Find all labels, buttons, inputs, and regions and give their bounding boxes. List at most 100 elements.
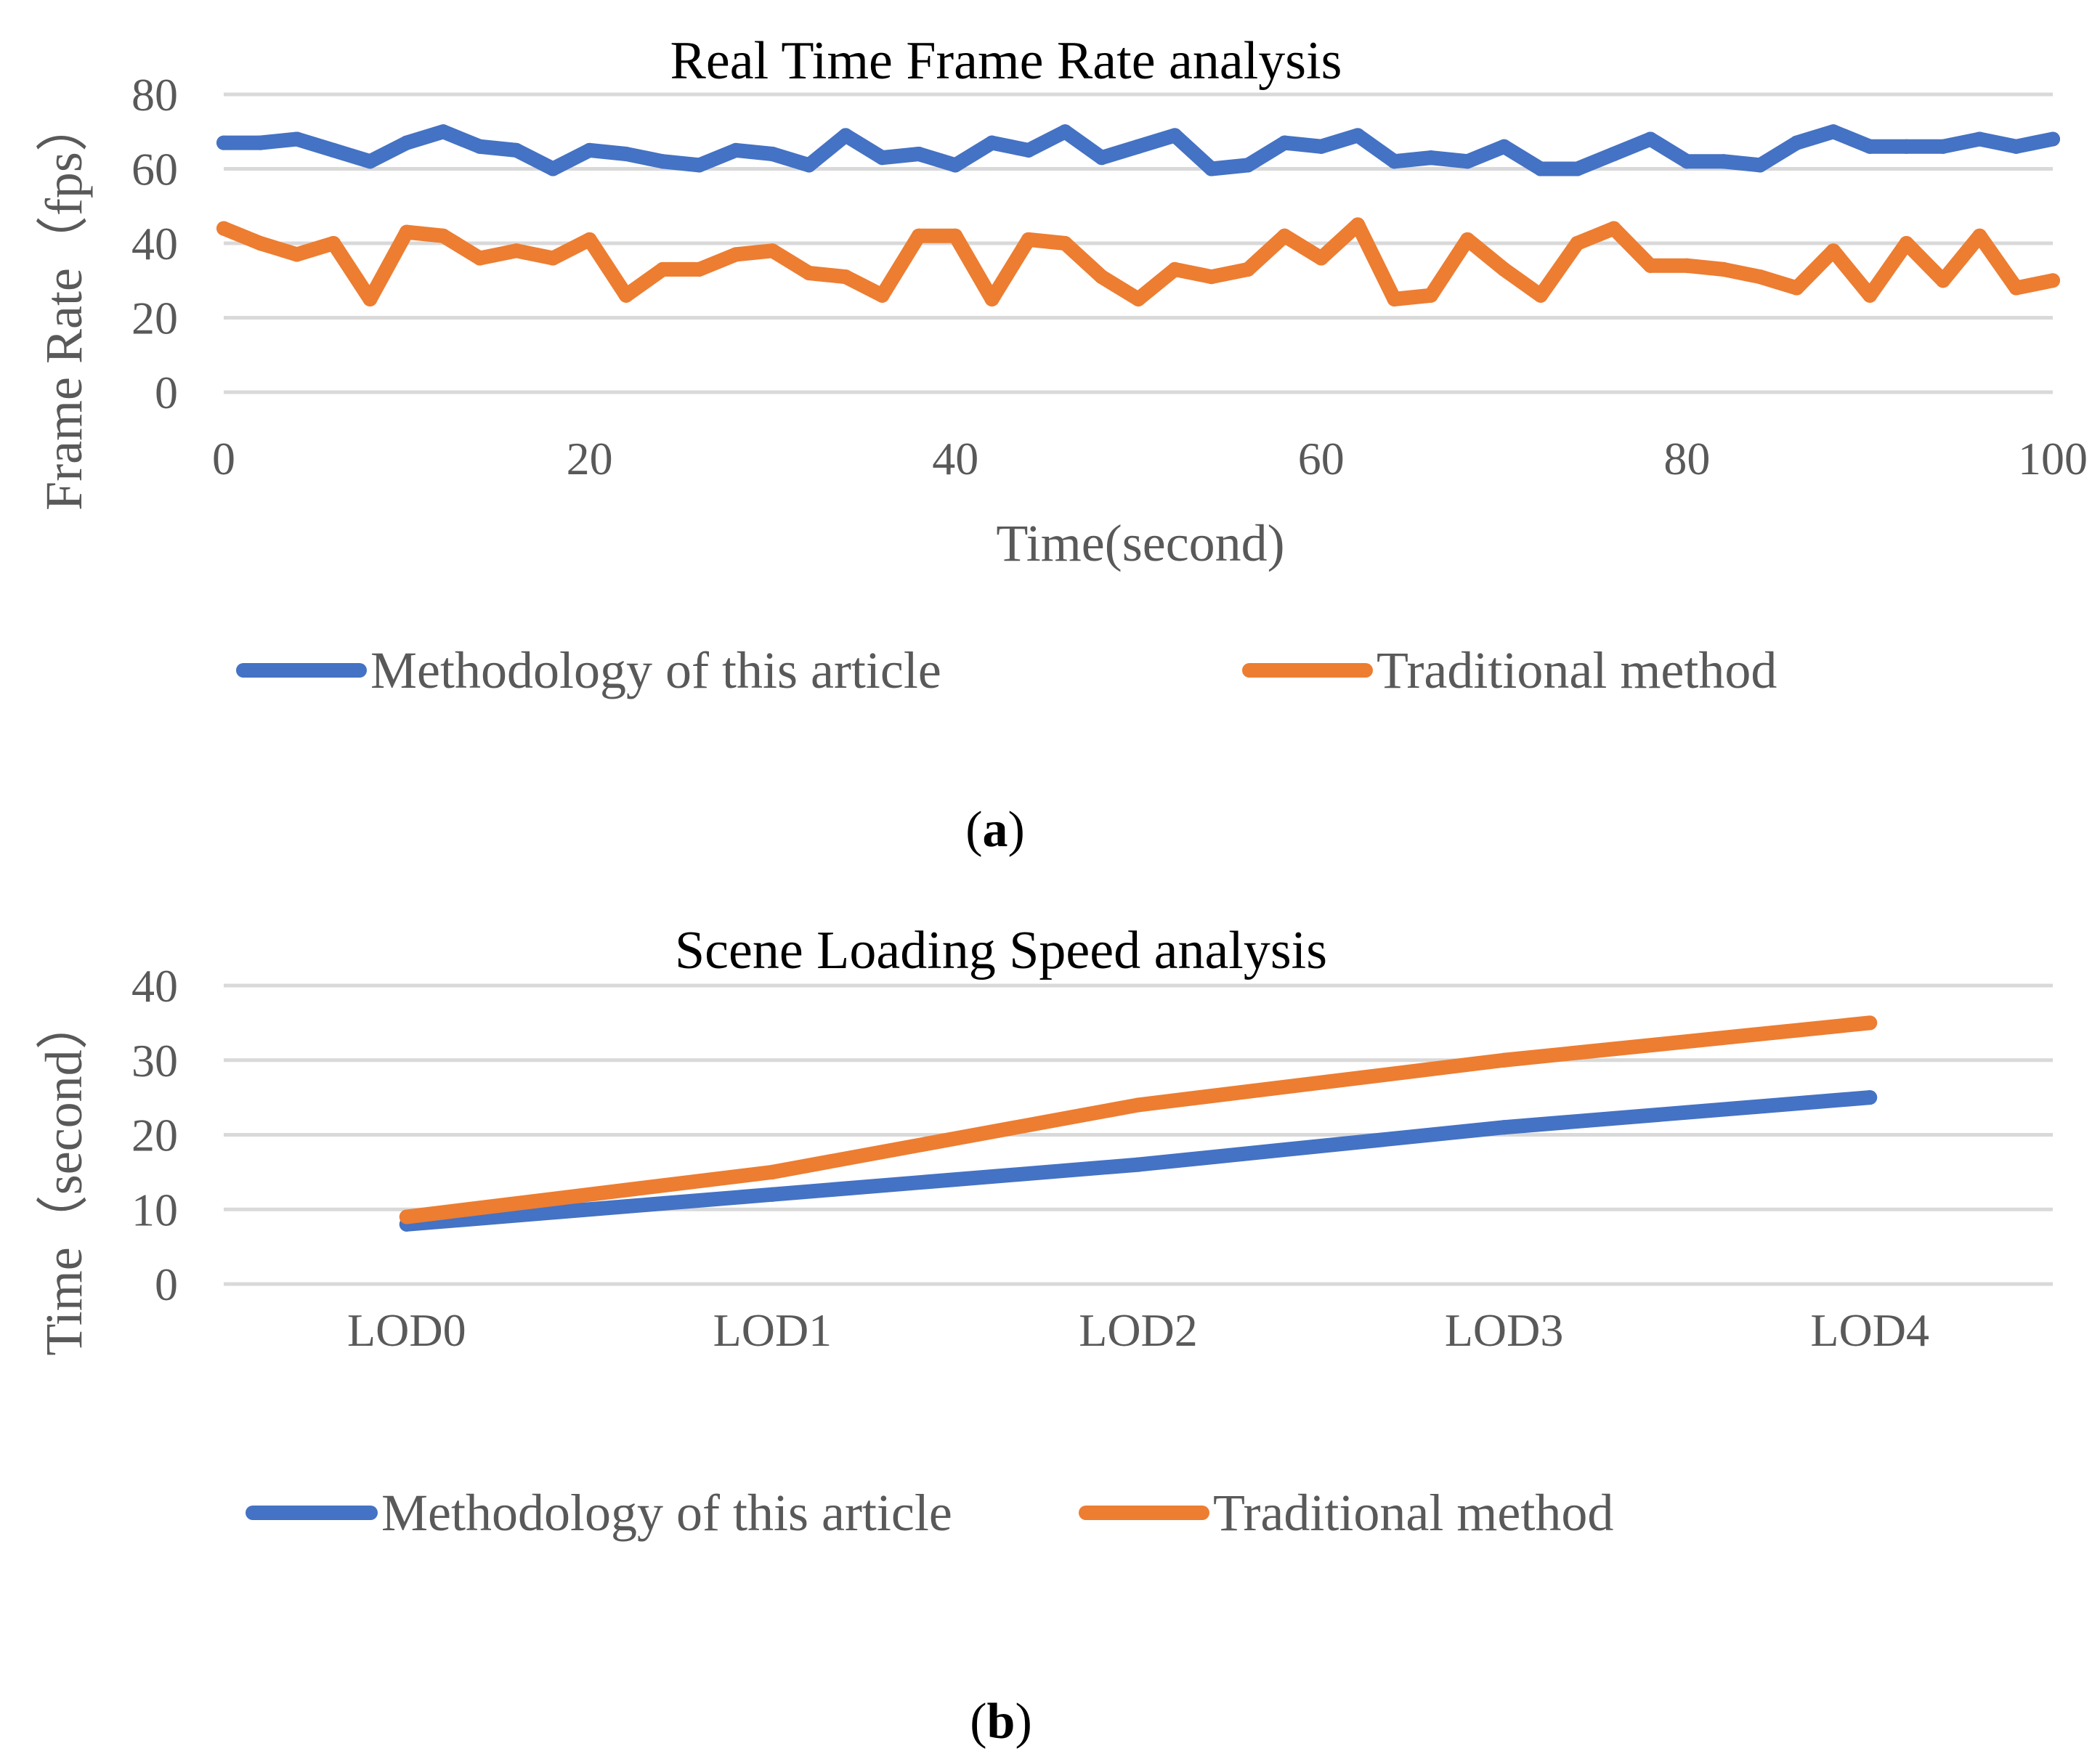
chart-b-series-1 (399, 1090, 1878, 1232)
chart-a-series-1-point (655, 154, 670, 169)
chart-a-series-1-point (1460, 154, 1475, 169)
chart-a-series-1-point (948, 158, 963, 173)
chart-a-series-2-point (984, 291, 1000, 306)
chart-a-series-2-point (253, 236, 268, 251)
chart-b-series-1-segment (1131, 1120, 1512, 1172)
chart-a-series-1-point (1021, 142, 1036, 158)
chart-a-series-1-point (326, 142, 341, 158)
chart-a-series-1-point (582, 142, 597, 158)
chart-a-series-2-point (326, 236, 341, 251)
chart-a-series-2-point (546, 251, 561, 266)
chart-b-series-1-point (1131, 1157, 1146, 1172)
chart-b-series-2-point (1862, 1015, 1878, 1031)
chart-a-series-1-point (2008, 139, 2024, 154)
chart-a-legend-label-series-1: Methodology of this article (370, 641, 941, 699)
chart-b-legend: Methodology of this article Traditional … (246, 1484, 1613, 1542)
chart-a-series-1-point (801, 158, 816, 173)
chart-a-series-1-point (838, 128, 854, 143)
chart-b-series-2 (399, 1015, 1878, 1224)
chart-a-y-tick-label: 20 (131, 293, 178, 344)
chart-a-series-2-segment (1606, 221, 1658, 273)
chart-a-series-1-point (399, 135, 414, 150)
chart-a-series-2-point (1899, 236, 1914, 251)
chart-b-series-2-segment (765, 1097, 1146, 1179)
chart-a-series-2-point (1094, 269, 1109, 285)
chart-a-series-2-segment (875, 228, 926, 303)
chart-a-series-1-point (1716, 154, 1731, 169)
chart-b-series-1-point (1862, 1090, 1878, 1105)
chart-a-series-1-point (1570, 161, 1585, 176)
chart-a-series-1-point (984, 135, 1000, 150)
chart-a-series-2-point (875, 288, 890, 303)
chart-a-series-1-point (1753, 158, 1768, 173)
chart-a-series-1-point (1789, 135, 1804, 150)
chart-a-series-2-point (1753, 269, 1768, 285)
chart-a-y-tick-label: 40 (131, 218, 178, 269)
chart-a-series-1-point (1423, 150, 1438, 166)
chart-a-series-2-segment (1313, 217, 1366, 266)
chart-a-series-1-point (1899, 139, 1914, 154)
panel-label-b-close-paren: ) (1015, 1694, 1031, 1750)
chart-a-series-2-point (1606, 221, 1621, 236)
chart-a-series-1-point (911, 147, 926, 161)
chart-b-x-tick-label: LOD4 (1810, 1304, 1929, 1356)
chart-a-series-1-point (1167, 128, 1183, 143)
chart-a-x-tick-label: 60 (1298, 433, 1345, 484)
chart-b-x-ticks: LOD0 LOD1 LOD2 LOD3 LOD4 (347, 1304, 1929, 1356)
chart-a-series-2-point (1204, 269, 1219, 285)
chart-b-series-1-segment (1496, 1090, 1878, 1135)
chart-a-series-1-point (1058, 124, 1073, 139)
chart-a-series-1-point (1313, 139, 1329, 154)
chart-a-x-ticks: 0 20 40 60 80 100 (212, 433, 2088, 484)
chart-b-series-2-segment (399, 1164, 780, 1224)
chart-b-series-1-segment (765, 1157, 1146, 1202)
chart-a-x-axis-label: Time(second) (996, 514, 1284, 572)
chart-a-series-1-point (765, 147, 780, 161)
chart-a-series-2-point (1131, 291, 1146, 306)
chart-a-series-2-point (1643, 258, 1658, 273)
chart-a-x-tick-label: 20 (567, 433, 613, 484)
chart-a-series-1-segment (801, 128, 854, 173)
chart-b-y-ticks: 0 10 20 30 40 (131, 960, 178, 1310)
chart-a-series-2-point (1423, 288, 1438, 303)
chart-a-x-tick-label: 0 (212, 433, 235, 484)
panel-label-b: (b) (970, 1694, 1032, 1750)
chart-a-series-1-point (1387, 154, 1402, 169)
panel-label-a-letter: a (983, 802, 1008, 858)
chart-b-y-tick-label: 40 (131, 960, 178, 1012)
chart-a-series-2-point (2008, 280, 2024, 296)
chart-a-series-2-segment (326, 236, 378, 306)
chart-a-series-1 (216, 124, 2060, 176)
chart-a-series-2-point (1460, 232, 1475, 247)
chart-a-x-tick-label: 80 (1663, 433, 1710, 484)
chart-a-legend-label-series-2: Traditional method (1377, 641, 1777, 699)
chart-b-y-tick-label: 10 (131, 1184, 178, 1235)
chart-a-y-tick-label: 0 (155, 367, 178, 418)
chart-a-series-1-segment (1350, 128, 1402, 169)
chart-a-series-2-segment (984, 232, 1036, 306)
chart-a-series-2-segment (948, 228, 1000, 306)
chart-b-y-tick-label: 20 (131, 1110, 178, 1161)
chart-a-series-2-segment (1131, 261, 1183, 306)
chart-b-x-tick-label: LOD1 (713, 1304, 832, 1356)
chart-b-x-tick-label: LOD3 (1445, 1304, 1564, 1356)
chart-a-series-2-point (362, 291, 378, 306)
chart-a-series-1-point (1825, 124, 1841, 139)
chart-a-series-2-point (655, 261, 670, 277)
chart-a-series-2-point (911, 228, 926, 243)
chart-a-series-2-segment (1533, 236, 1585, 303)
chart-a-series-2-segment (1460, 232, 1512, 277)
chart-a-series-2-point (729, 247, 744, 262)
chart-a-series-1-point (546, 161, 561, 176)
chart-a-x-tick-label: 100 (2018, 433, 2088, 484)
chart-a-series-2-point (472, 251, 487, 266)
chart-a-series-2-point (1825, 243, 1841, 259)
chart-a-series-2-segment (1058, 236, 1109, 285)
chart-a-series-2-point (1862, 288, 1878, 303)
chart-a-series-2-segment (1825, 243, 1878, 303)
chart-b-series-2-point (765, 1164, 780, 1179)
chart-a-series-2-segment (1241, 228, 1292, 277)
chart-b-series-2-point (1131, 1097, 1146, 1113)
chart-a-series-1-point (216, 135, 231, 150)
chart-a-series-2-segment (362, 224, 414, 306)
